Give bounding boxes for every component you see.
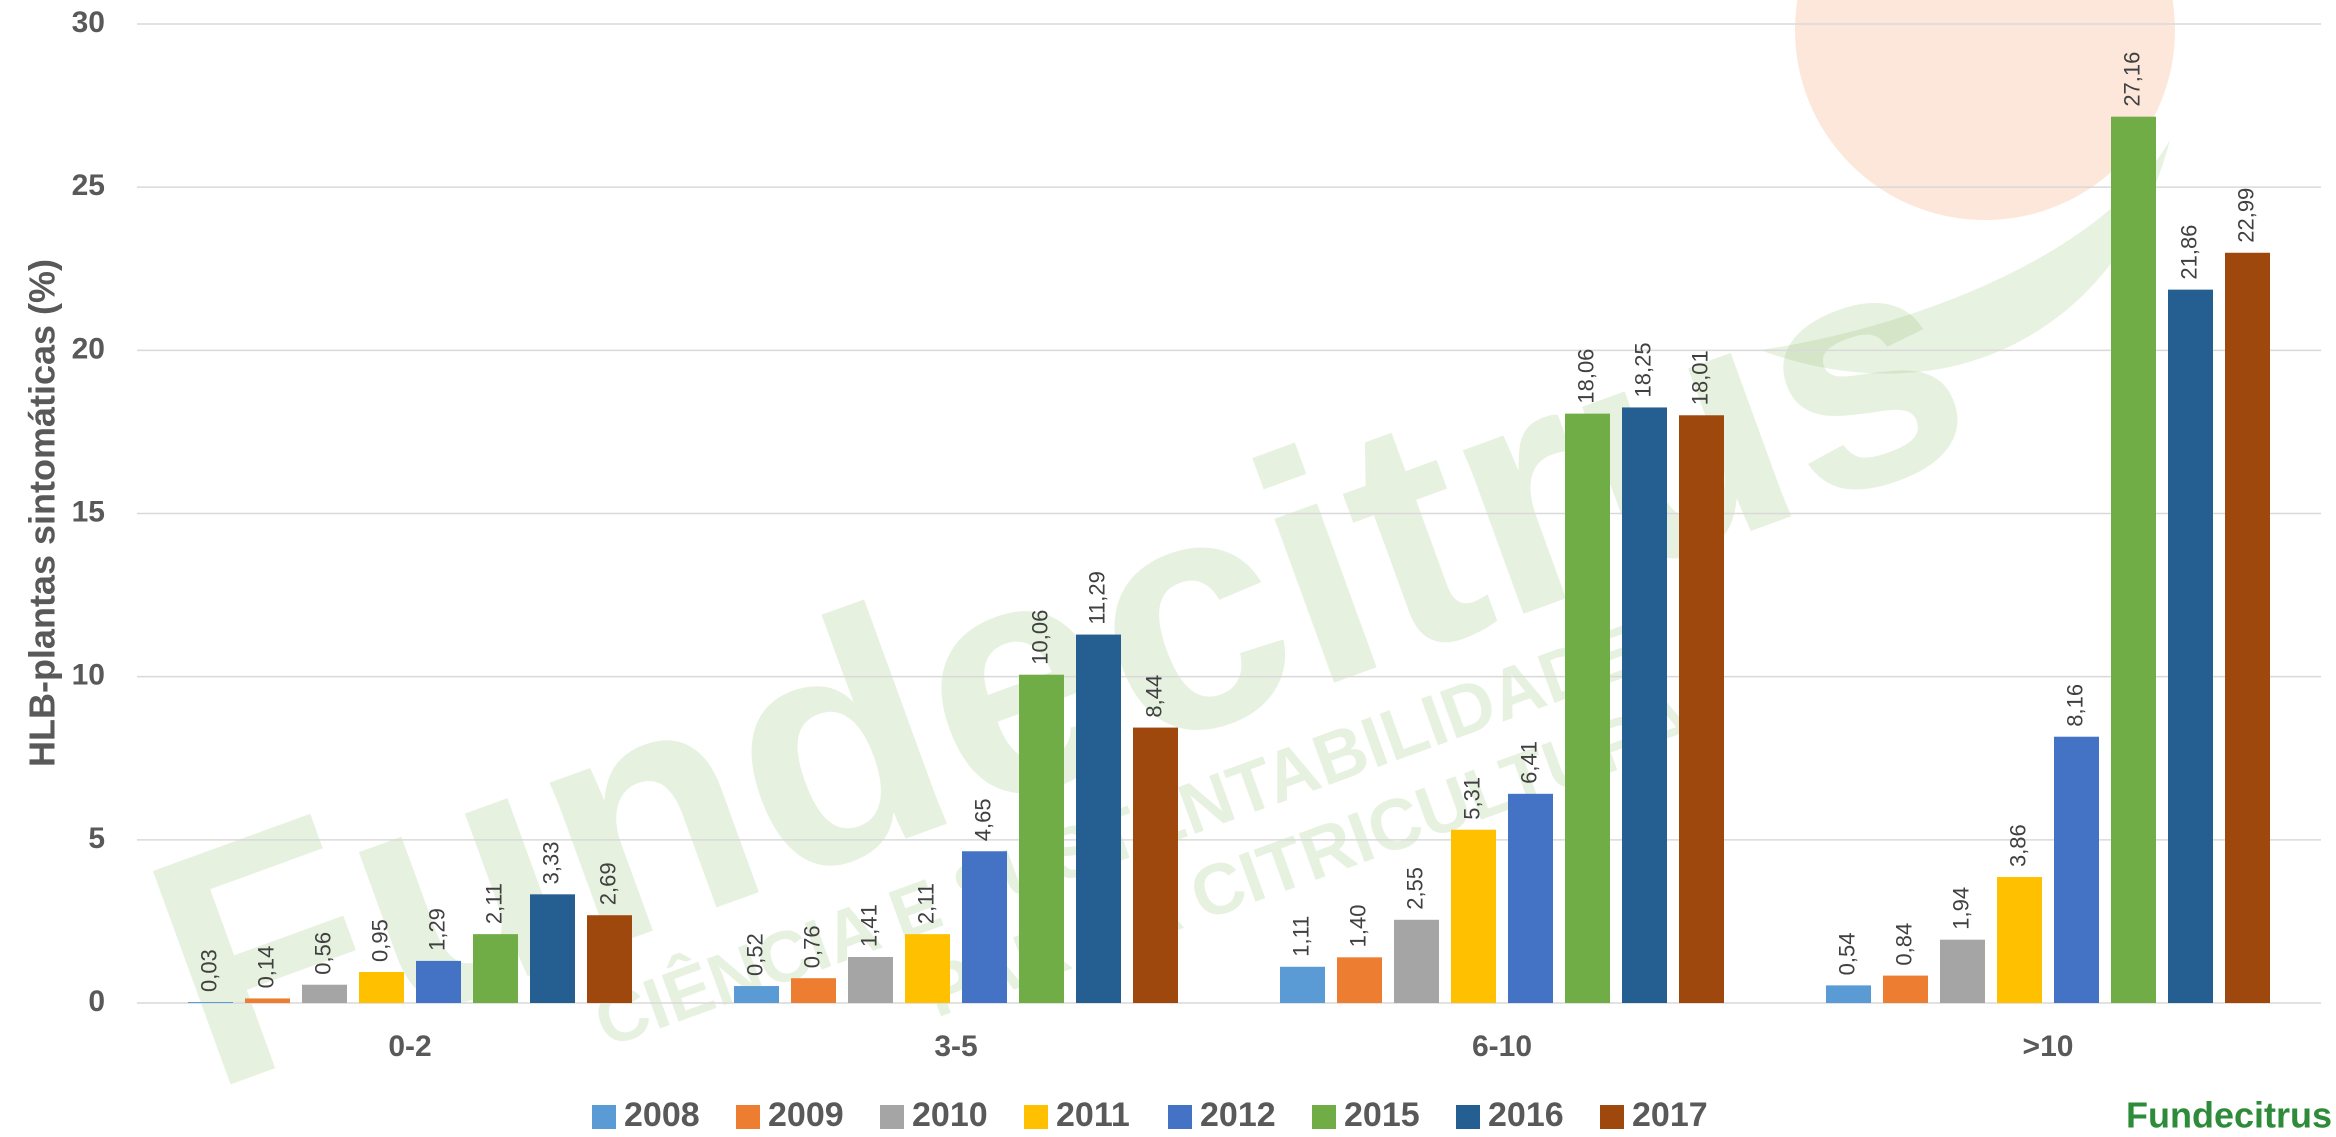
bar bbox=[2225, 253, 2270, 1003]
bar bbox=[791, 978, 836, 1003]
legend-swatch bbox=[1456, 1105, 1480, 1129]
value-label: 5,31 bbox=[1459, 777, 1484, 820]
bar bbox=[1997, 877, 2042, 1003]
value-label: 0,56 bbox=[310, 932, 335, 975]
bar bbox=[2054, 737, 2099, 1003]
bar bbox=[1394, 920, 1439, 1003]
legend-label: 2016 bbox=[1488, 1096, 1564, 1134]
bar bbox=[473, 934, 518, 1003]
bar bbox=[1337, 957, 1382, 1003]
value-label: 1,11 bbox=[1288, 916, 1313, 957]
value-label: 1,40 bbox=[1345, 904, 1370, 947]
bar bbox=[1280, 967, 1325, 1003]
y-tick-label: 30 bbox=[72, 6, 105, 39]
x-tick-label: >10 bbox=[2023, 1030, 2074, 1063]
value-label: 27,16 bbox=[2119, 52, 2144, 107]
value-label: 11,29 bbox=[1084, 571, 1109, 624]
bar bbox=[1451, 830, 1496, 1003]
bar bbox=[302, 985, 347, 1003]
bar bbox=[1622, 407, 1667, 1003]
legend-label: 2012 bbox=[1200, 1096, 1276, 1134]
value-label: 2,55 bbox=[1402, 867, 1427, 910]
value-label: 0,14 bbox=[253, 946, 278, 989]
x-tick-label: 0-2 bbox=[388, 1030, 431, 1063]
chart: Fundecitrus CIÊNCIA E SUSTENTABILIDADE P… bbox=[0, 0, 2336, 1137]
y-tick-label: 10 bbox=[72, 659, 105, 692]
bar bbox=[848, 957, 893, 1003]
value-label: 10,06 bbox=[1027, 610, 1052, 665]
value-label: 21,86 bbox=[2176, 225, 2201, 280]
bar bbox=[1940, 940, 1985, 1003]
bar bbox=[188, 1002, 233, 1003]
x-tick-label: 6-10 bbox=[1472, 1030, 1532, 1063]
y-tick-label: 15 bbox=[72, 495, 105, 528]
y-tick-label: 5 bbox=[88, 822, 105, 855]
legend-label: 2015 bbox=[1344, 1096, 1420, 1134]
value-label: 8,44 bbox=[1141, 675, 1166, 718]
legend-label: 2011 bbox=[1056, 1096, 1130, 1134]
bar bbox=[1883, 976, 1928, 1003]
bar bbox=[2168, 290, 2213, 1003]
bar bbox=[1826, 985, 1871, 1003]
value-label: 2,11 bbox=[913, 883, 938, 924]
legend-swatch bbox=[1024, 1105, 1048, 1129]
legend-swatch bbox=[1600, 1105, 1624, 1129]
legend-swatch bbox=[1168, 1105, 1192, 1129]
y-tick-label: 20 bbox=[72, 332, 105, 365]
value-label: 1,29 bbox=[424, 908, 449, 951]
bar bbox=[2111, 117, 2156, 1003]
legend-label: 2010 bbox=[912, 1096, 988, 1134]
x-tick-label: 3-5 bbox=[934, 1030, 977, 1063]
value-label: 0,54 bbox=[1834, 933, 1859, 976]
value-label: 0,95 bbox=[367, 919, 392, 962]
value-label: 18,01 bbox=[1687, 350, 1712, 405]
bar bbox=[1076, 635, 1121, 1003]
bar bbox=[1508, 794, 1553, 1003]
bar bbox=[905, 934, 950, 1003]
value-label: 22,99 bbox=[2233, 188, 2258, 243]
value-label: 2,69 bbox=[595, 862, 620, 905]
bar bbox=[1133, 728, 1178, 1003]
legend-swatch bbox=[1312, 1105, 1336, 1129]
bar bbox=[587, 915, 632, 1003]
legend-label: 2008 bbox=[624, 1096, 700, 1134]
value-label: 0,03 bbox=[196, 949, 221, 992]
value-label: 18,25 bbox=[1630, 342, 1655, 397]
value-label: 8,16 bbox=[2062, 684, 2087, 727]
bar bbox=[416, 961, 461, 1003]
value-label: 18,06 bbox=[1573, 349, 1598, 404]
legend-swatch bbox=[880, 1105, 904, 1129]
legend-label: 2009 bbox=[768, 1096, 844, 1134]
bar bbox=[245, 998, 290, 1003]
value-label: 3,33 bbox=[538, 842, 563, 885]
bar bbox=[734, 986, 779, 1003]
value-label: 0,84 bbox=[1891, 923, 1916, 966]
bar bbox=[1019, 675, 1064, 1003]
bar bbox=[962, 851, 1007, 1003]
bar bbox=[359, 972, 404, 1003]
legend-swatch bbox=[592, 1105, 616, 1129]
y-axis-title: HLB-plantas sintomáticas (%) bbox=[22, 259, 63, 767]
legend-label: 2017 bbox=[1632, 1096, 1708, 1134]
bar bbox=[1565, 414, 1610, 1003]
value-label: 6,41 bbox=[1516, 741, 1541, 784]
value-label: 1,41 bbox=[856, 904, 881, 947]
bar bbox=[530, 894, 575, 1003]
value-label: 0,52 bbox=[742, 933, 767, 976]
value-label: 0,76 bbox=[799, 925, 824, 968]
legend-swatch bbox=[736, 1105, 760, 1129]
y-tick-label: 0 bbox=[88, 985, 105, 1018]
value-label: 1,94 bbox=[1948, 887, 1973, 930]
value-label: 2,11 bbox=[481, 883, 506, 924]
bar bbox=[1679, 415, 1724, 1003]
value-label: 3,86 bbox=[2005, 824, 2030, 867]
logo: Fundecitrus bbox=[2126, 1095, 2332, 1136]
y-tick-label: 25 bbox=[72, 169, 105, 202]
value-label: 4,65 bbox=[970, 798, 995, 841]
